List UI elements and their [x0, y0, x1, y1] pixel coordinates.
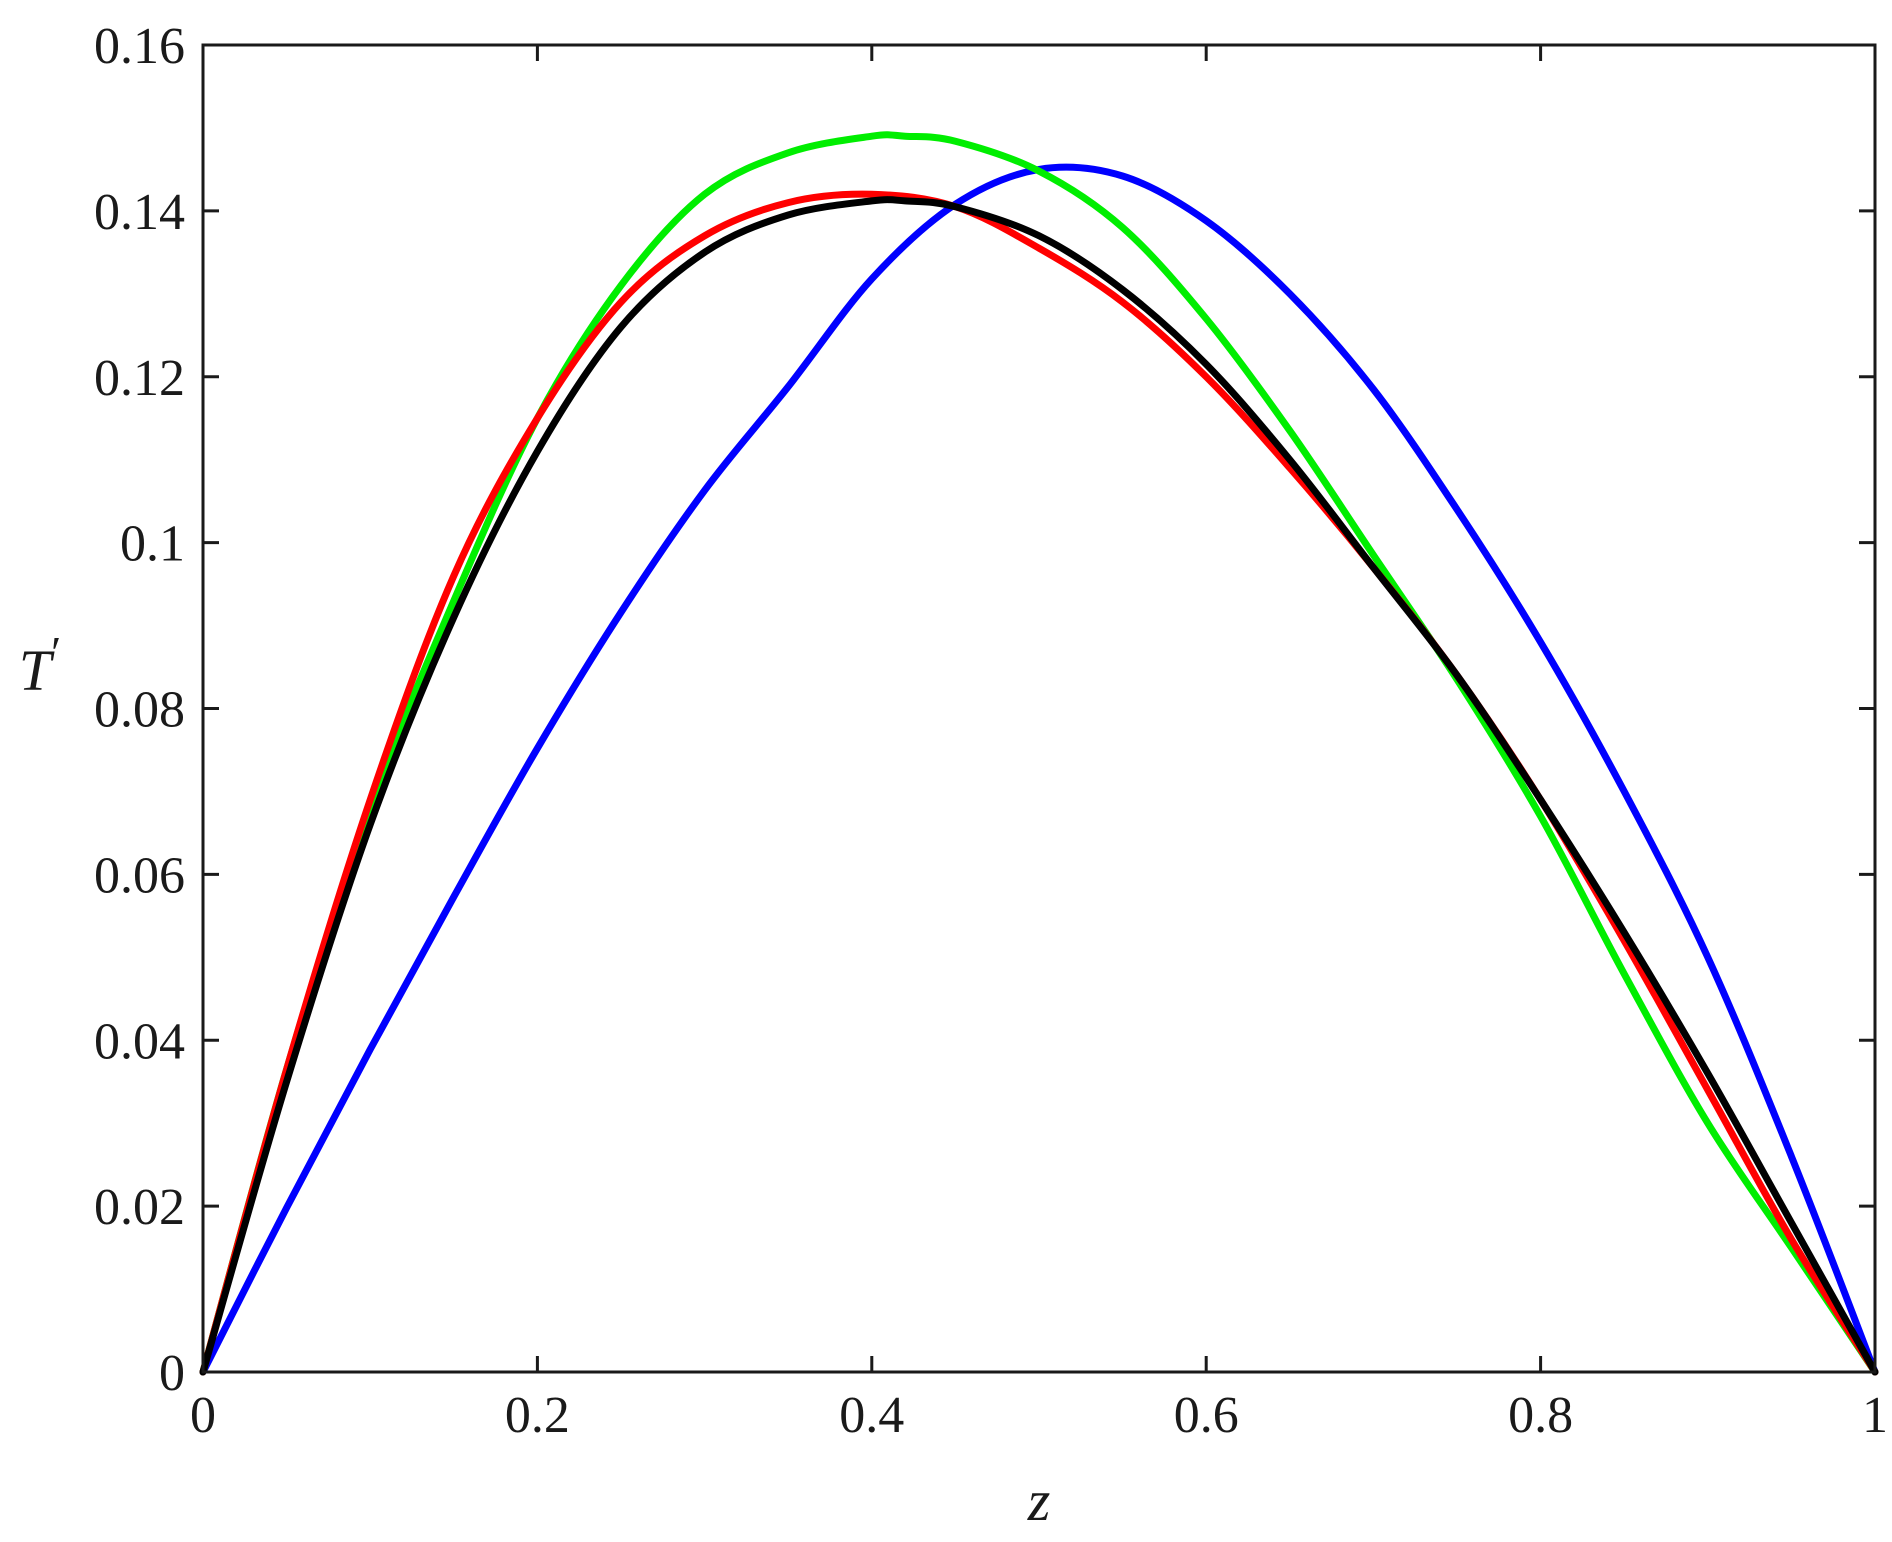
plot-frame — [201, 43, 1877, 1374]
series-lines — [199, 131, 1879, 1376]
y-tick-label: 0.08 — [94, 682, 185, 739]
x-tick-label: 0.8 — [1508, 1387, 1573, 1444]
x-axis-label: z — [1027, 1468, 1051, 1533]
y-tick-label: 0.1 — [120, 516, 185, 573]
x-tick-label: 1 — [1862, 1387, 1888, 1444]
x-tick-label: 0.2 — [505, 1387, 570, 1444]
axis-tick-labels: 0 0.2 0.4 0.6 0.8 1 0 0.02 0.04 0.06 0.08 0.1 0.12 0.… — [94, 18, 1888, 1444]
y-axis-label: T′ — [19, 627, 61, 703]
x-tick-label: 0.6 — [1174, 1387, 1239, 1444]
series-line-black — [199, 196, 1879, 1376]
series-line-green — [199, 131, 1879, 1376]
axis-ticks — [201, 43, 1877, 1374]
y-tick-label: 0.12 — [94, 350, 185, 407]
x-tick-label: 0 — [190, 1387, 216, 1444]
y-tick-label: 0.16 — [94, 18, 185, 75]
series-line-blue — [199, 163, 1879, 1376]
x-tick-label: 0.4 — [839, 1387, 904, 1444]
series-line-red — [199, 190, 1879, 1376]
y-axis-label-prime: ′ — [51, 627, 61, 678]
y-axis-label-base: T — [19, 638, 55, 703]
y-tick-label: 0.02 — [94, 1179, 185, 1236]
y-tick-label: 0.04 — [94, 1013, 185, 1070]
y-tick-label: 0.06 — [94, 847, 185, 904]
y-tick-label: 0 — [159, 1345, 185, 1402]
y-tick-label: 0.14 — [94, 184, 185, 241]
